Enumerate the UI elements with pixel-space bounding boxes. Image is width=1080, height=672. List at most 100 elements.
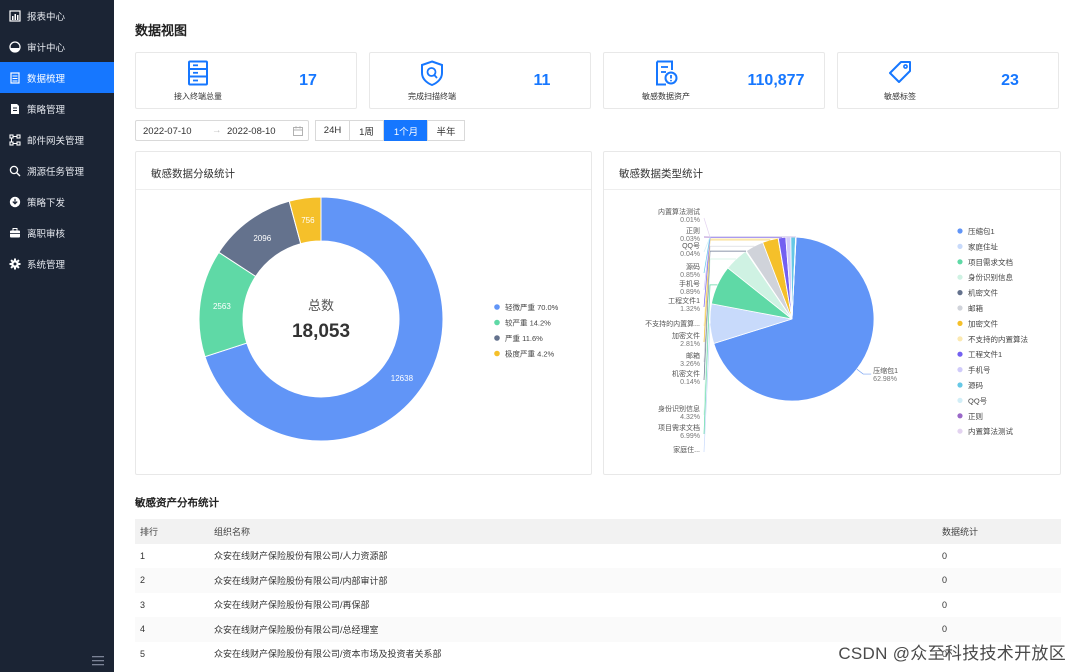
menu-collapse-icon[interactable] (92, 656, 104, 666)
legend-item[interactable]: 内置算法测试 (968, 426, 1013, 436)
table-row[interactable]: 5 众安在线财产保险股份有限公司/资本市场及投资者关系部 0 (135, 642, 1061, 667)
stat-card-tags: 敏感标签 23 (837, 52, 1059, 109)
stat-label: 完成扫描终端 (408, 92, 456, 101)
column-header: 组织名称 (214, 526, 251, 537)
stat-value: 23 (1001, 72, 1019, 89)
table-cell: 5 (140, 648, 146, 659)
slice-label: 家庭住... (673, 445, 700, 454)
legend-item[interactable]: 邮箱 (968, 303, 983, 313)
legend-item[interactable]: 加密文件 (968, 318, 998, 328)
slice-label: 项目需求文档 (658, 423, 700, 432)
sidebar-item-4[interactable]: 邮件网关管理 (0, 124, 114, 155)
panel-title: 敏感数据类型统计 (619, 168, 703, 180)
range-halfyear[interactable]: 半年 (427, 120, 465, 141)
legend-marker (494, 319, 500, 326)
table-row[interactable]: 4 众安在线财产保险股份有限公司/总经理室 0 (135, 617, 1061, 642)
label-line (703, 323, 711, 453)
slice-value-label: 756 (301, 216, 315, 225)
legend-marker (957, 428, 963, 434)
sidebar-item-1[interactable]: 审计中心 (0, 31, 114, 62)
legend-marker (957, 259, 963, 265)
date-range-picker[interactable]: 2022-07-10 → 2022-08-10 (135, 120, 309, 141)
legend-item[interactable]: 轻微严重 70.0% (505, 302, 559, 312)
search-icon (9, 165, 21, 177)
label-line (703, 217, 797, 238)
legend-item[interactable]: 项目需求文档 (968, 257, 1013, 267)
legend-marker (494, 350, 500, 357)
table-cell: 1 (140, 550, 146, 561)
slice-pct: 0.85% (680, 272, 700, 279)
sidebar-item-5[interactable]: 溯源任务管理 (0, 155, 114, 186)
legend-marker (957, 351, 963, 357)
legend-item[interactable]: 压缩包1 (968, 226, 995, 236)
range-arrow: → (212, 125, 222, 136)
legend-item[interactable]: 身份识别信息 (968, 272, 1013, 282)
stat-label: 敏感数据资产 (642, 92, 690, 101)
slice-value-label: 12638 (391, 374, 414, 383)
legend-marker (494, 335, 500, 341)
main-content: 数据视图 接入终端总量 17 完成扫描终端 11 敏 (114, 0, 1080, 672)
start-date[interactable]: 2022-07-10 (143, 126, 192, 137)
scan-shield-icon (421, 60, 443, 86)
sidebar-item-label: 数据梳理 (27, 73, 66, 85)
grade-donut-chart: 12638 2563 2096 756 总数 18,053 轻微严重 70.0% 较严重 14… (198, 196, 559, 442)
sidebar-item-label: 溯源任务管理 (27, 166, 85, 178)
legend-item[interactable]: 不支持的内置算法 (968, 334, 1028, 344)
pie-slice[interactable] (713, 236, 875, 402)
table-header: 排行 组织名称 数据统计 (135, 519, 1061, 544)
slice-label: 内置算法测试 (658, 207, 700, 216)
table-cell: 0 (942, 599, 948, 610)
legend-item[interactable]: 正则 (968, 412, 983, 421)
slice-pct: 1.32% (680, 306, 700, 313)
table-cell: 0 (942, 575, 948, 586)
sidebar-item-3[interactable]: 策略管理 (0, 93, 114, 124)
slice-pct: 3.26% (680, 361, 700, 368)
legend-item[interactable]: 较严重 14.2% (505, 318, 551, 328)
end-date[interactable]: 2022-08-10 (227, 126, 276, 137)
center-label: 总数 (308, 298, 334, 313)
slice-pct: 4.32% (680, 414, 700, 421)
panel-title: 敏感数据分级统计 (151, 168, 235, 180)
slice-label: 工程文件1 (668, 296, 700, 305)
sidebar-item-label: 邮件网关管理 (27, 135, 85, 147)
legend-item[interactable]: 手机号 (968, 365, 991, 375)
legend-item[interactable]: 源码 (968, 381, 983, 390)
download-icon (9, 196, 21, 208)
sidebar-item-7[interactable]: 离职审核 (0, 217, 114, 248)
legend-item[interactable]: 机密文件 (968, 288, 998, 298)
table-row[interactable]: 1 众安在线财产保险股份有限公司/人力资源部 0 (135, 544, 1061, 569)
slice-label: 机密文件 (672, 369, 700, 378)
sidebar-item-2[interactable]: 数据梳理 (0, 62, 114, 93)
label-line (703, 245, 755, 363)
grade-chart-panel: 敏感数据分级统计 12638 2563 2096 756 总数 18,053 轻微严重 70… (135, 151, 592, 475)
donut-slice[interactable] (288, 196, 322, 245)
table-row[interactable]: 2 众安在线财产保险股份有限公司/内部审计部 0 (135, 568, 1061, 593)
legend-marker (957, 228, 963, 234)
calendar-icon[interactable] (293, 126, 303, 136)
sidebar-item-8[interactable]: 系统管理 (0, 248, 114, 279)
sidebar-item-0[interactable]: 报表中心 (0, 0, 114, 31)
range-24h[interactable]: 24H (315, 120, 350, 141)
label-line (703, 258, 737, 416)
legend-item[interactable]: 严重 11.6% (505, 334, 543, 343)
sidebar-item-label: 报表中心 (27, 11, 66, 23)
center-value: 18,053 (292, 321, 350, 342)
slice-value-label: 2563 (213, 302, 231, 311)
column-header: 数据统计 (942, 526, 979, 537)
legend-marker (494, 304, 500, 310)
legend-item[interactable]: 家庭住址 (968, 241, 998, 251)
table-cell: 众安在线财产保险股份有限公司/再保部 (214, 600, 370, 611)
range-1week[interactable]: 1周 (349, 120, 384, 141)
legend-item[interactable]: 极度严重 4.2% (505, 349, 555, 359)
slice-label: 手机号 (679, 279, 700, 288)
sidebar-item-6[interactable]: 策略下发 (0, 186, 114, 217)
table-cell: 0 (942, 648, 948, 659)
legend-item[interactable]: QQ号 (968, 396, 987, 405)
range-1month[interactable]: 1个月 (384, 120, 428, 141)
stat-label: 敏感标签 (884, 92, 916, 101)
table-cell: 0 (942, 550, 948, 561)
donut-slice[interactable] (204, 196, 444, 442)
table-row[interactable]: 3 众安在线财产保险股份有限公司/再保部 0 (135, 593, 1061, 618)
stat-value: 110,877 (747, 72, 805, 89)
legend-item[interactable]: 工程文件1 (968, 349, 1002, 359)
